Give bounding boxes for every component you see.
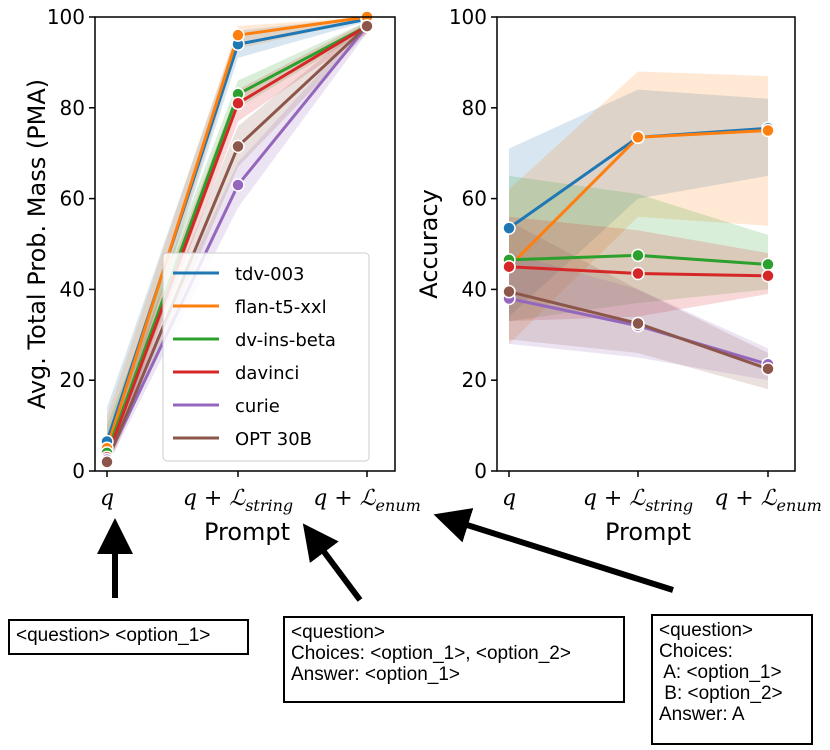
x-tick-label: q + ℒstring [583, 486, 693, 515]
x-tick-label: q [502, 486, 516, 511]
data-point-dv-ins-beta [761, 257, 775, 272]
y-tick-label: 60 [60, 187, 85, 211]
y-tick-label: 80 [60, 96, 85, 120]
y-tick-label: 40 [462, 277, 487, 301]
y-axis-label: Accuracy [415, 189, 443, 299]
ci-band-tdv-003 [509, 89, 768, 317]
legend-label-dv-ins-beta: dv-ins-beta [235, 330, 336, 351]
data-point-tdv-003 [502, 221, 516, 235]
annotation-arrows [97, 508, 674, 602]
data-point-curie [231, 178, 245, 192]
chart-right-accuracy: 0 20 40 60 80 100 q q + ℒstring q + ℒenum Prompt A… [415, 5, 822, 546]
y-tick-label: 60 [462, 187, 487, 211]
y-tick-label: 100 [47, 5, 85, 29]
x-axis-label: Prompt [204, 518, 290, 546]
ci-band-davinci [107, 21, 367, 467]
y-tick-label: 0 [474, 459, 487, 483]
data-point-davinci [631, 266, 645, 281]
legend-label-davinci: davinci [235, 363, 299, 384]
y-tick-label: 40 [60, 277, 85, 301]
x-tick-label: q + ℒenum [714, 486, 822, 515]
data-point-opt-30b [231, 139, 245, 154]
arrow-to-q-string [302, 523, 363, 602]
data-point-opt-30b [631, 316, 645, 331]
data-point-flan-t5-xxl [761, 123, 775, 138]
y-tick-label: 100 [449, 5, 487, 29]
y-axis-label: Avg. Total Prob. Mass (PMA) [23, 79, 51, 409]
y-tick-label: 20 [462, 368, 487, 392]
data-point-davinci [231, 96, 245, 111]
arrow-to-q-enum [433, 508, 674, 593]
data-point-opt-30b [360, 19, 374, 33]
prompt-box-q-enum: <question> Choices: A: <option_1> B: <op… [651, 614, 813, 745]
x-tick-label: q [100, 486, 114, 511]
plot-frame [496, 16, 796, 472]
y-tick-label: 20 [60, 368, 85, 392]
prompt-box-q: <question> <option_1> [8, 619, 249, 655]
legend: tdv-003 flan-t5-xxl dv-ins-beta davinci curi… [162, 252, 370, 462]
chart-left-pma: 0 20 40 60 80 100 q q + ℒstring q + ℒenum Prompt A… [23, 5, 421, 546]
data-point-flan-t5-xxl [631, 130, 645, 145]
ci-band-curie [509, 253, 768, 381]
data-point-dv-ins-beta [631, 248, 645, 263]
x-tick-label: q + ℒenum [313, 486, 421, 515]
x-axis-label: Prompt [605, 518, 691, 546]
legend-label-curie: curie [235, 396, 280, 417]
data-point-opt-30b [761, 362, 775, 376]
y-tick-label: 0 [72, 459, 85, 483]
legend-label-tdv-003: tdv-003 [235, 264, 305, 285]
ci-band-dv-ins-beta [107, 21, 367, 467]
data-point-flan-t5-xxl [231, 28, 245, 42]
y-tick-label: 80 [462, 96, 487, 120]
ci-band-flan-t5-xxl [509, 71, 768, 344]
plot-frame [94, 16, 396, 472]
x-tick-label: q + ℒstring [183, 486, 293, 515]
data-point-opt-30b [100, 455, 114, 469]
data-point-davinci [761, 269, 775, 283]
legend-label-flan-t5-xxl: flan-t5-xxl [235, 297, 327, 318]
data-point-davinci [502, 259, 516, 274]
prompt-box-q-string: <question> Choices: <option_1>, <option_… [283, 616, 625, 703]
legend-label-opt-30b: OPT 30B [235, 429, 312, 450]
ci-band-curie [107, 21, 367, 467]
data-point-opt-30b [502, 284, 516, 299]
ci-band-dv-ins-beta [509, 175, 768, 322]
